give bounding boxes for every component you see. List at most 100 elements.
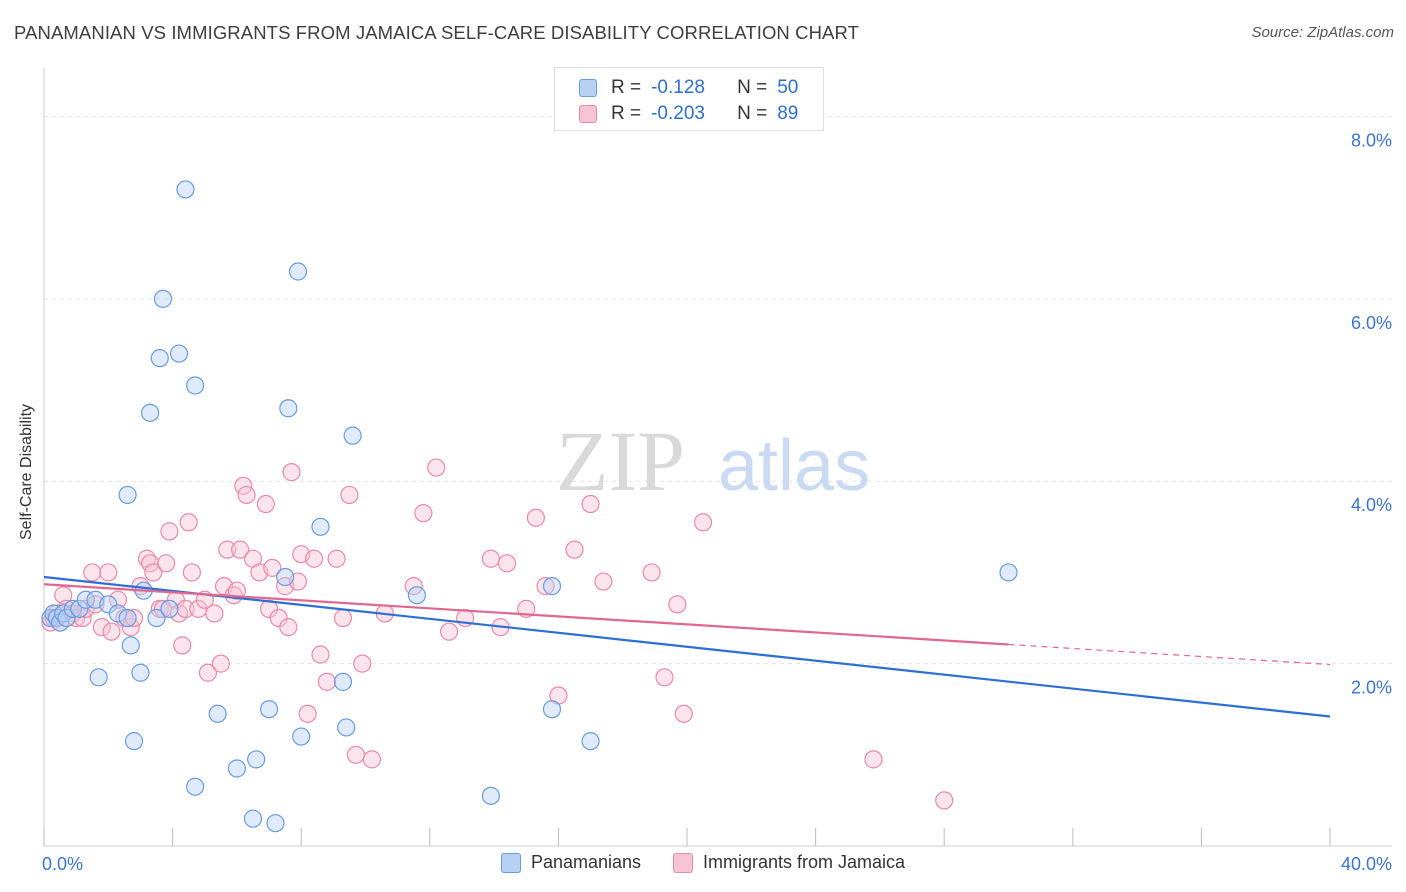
y-tick-label: 4.0% bbox=[1351, 495, 1392, 515]
jamaica-point bbox=[205, 604, 224, 623]
jamaica-points bbox=[41, 458, 954, 810]
trend-lines bbox=[43, 575, 1331, 718]
jamaica-point bbox=[693, 513, 713, 532]
panamanian-point bbox=[63, 599, 83, 619]
panamanian-point bbox=[76, 590, 95, 609]
panamanian-point bbox=[227, 759, 246, 778]
legend-row-jamaica: R = -0.203 N = 89 bbox=[579, 102, 798, 126]
panamanian-point bbox=[118, 608, 137, 628]
jamaica-point bbox=[327, 549, 346, 568]
jamaica-point bbox=[481, 549, 500, 568]
watermark: ZIP atlas bbox=[556, 413, 870, 509]
panamanian-points bbox=[41, 180, 1018, 833]
jamaica-point bbox=[427, 458, 446, 477]
r-label: R = bbox=[611, 103, 642, 124]
jamaica-point bbox=[346, 745, 365, 764]
panamanian-point bbox=[99, 595, 118, 614]
jamaica-point bbox=[642, 563, 661, 582]
panamanian-point bbox=[343, 426, 362, 445]
trend-line-panamanians bbox=[43, 575, 1331, 718]
jamaica-point bbox=[54, 586, 73, 605]
legend-label-jamaica: Immigrants from Jamaica bbox=[703, 852, 906, 872]
panamanian-point bbox=[542, 700, 562, 719]
jamaica-point bbox=[414, 504, 433, 523]
jamaica-point bbox=[269, 608, 288, 628]
panamanian-point bbox=[333, 672, 353, 691]
jamaica-point bbox=[182, 563, 201, 582]
correlation-legend: R = -0.128 N = 50 R = -0.203 N = 89 bbox=[554, 67, 824, 131]
n-value: 89 bbox=[777, 103, 799, 124]
legend-label-panamanians: Panamanians bbox=[530, 852, 642, 872]
source-label: Source: ZipAtlas.com bbox=[1251, 24, 1394, 41]
jamaica-point bbox=[263, 558, 282, 577]
panamanian-point bbox=[999, 563, 1018, 582]
jamaica-point bbox=[198, 663, 218, 682]
jamaica-point bbox=[362, 750, 382, 769]
jamaica-point bbox=[102, 622, 121, 641]
jamaica-point bbox=[83, 563, 102, 582]
panamanian-point bbox=[153, 289, 173, 308]
x-ticks bbox=[43, 828, 1331, 846]
jamaica-point bbox=[173, 636, 192, 655]
jamaica-point bbox=[237, 485, 256, 505]
panamanian-point bbox=[186, 777, 205, 796]
jamaica-point bbox=[565, 540, 584, 559]
jamaica-point bbox=[218, 540, 237, 559]
jamaica-point bbox=[99, 563, 118, 582]
y-tick-label: 6.0% bbox=[1351, 313, 1392, 333]
jamaica-point bbox=[526, 508, 545, 527]
watermark-zip: ZIP bbox=[556, 413, 685, 509]
r-value: -0.203 bbox=[651, 103, 705, 124]
jamaica-point bbox=[279, 618, 298, 637]
jamaica-point bbox=[317, 672, 337, 691]
jamaica-point bbox=[311, 645, 330, 664]
panamanian-point bbox=[247, 750, 266, 769]
panamanian-point bbox=[276, 567, 295, 587]
panamanian-point bbox=[176, 180, 195, 199]
legend-item-panamanians: Panamanians bbox=[500, 852, 642, 873]
panamanian-point bbox=[124, 732, 144, 751]
jamaica-point bbox=[144, 563, 163, 582]
jamaica-point bbox=[935, 791, 954, 810]
panamanian-point bbox=[288, 262, 308, 281]
panamanian-point bbox=[150, 349, 169, 368]
x-tick-label-max: 40.0% bbox=[1341, 854, 1392, 874]
panamanian-point bbox=[108, 604, 128, 623]
r-value: -0.128 bbox=[651, 77, 705, 98]
panamanian-point bbox=[542, 577, 562, 596]
jamaica-point bbox=[340, 485, 359, 505]
jamaica-point bbox=[353, 654, 372, 673]
n-value: 50 bbox=[777, 77, 799, 98]
panamanian-point bbox=[89, 668, 108, 687]
panamanian-point bbox=[337, 718, 356, 737]
jamaica-point bbox=[594, 572, 613, 591]
jamaica-point bbox=[497, 554, 517, 573]
y-axis-label: Self-Care Disability bbox=[18, 403, 35, 540]
panamanian-point bbox=[292, 727, 311, 746]
y-tick-labels: 2.0% 4.0% 6.0% 8.0% bbox=[1351, 130, 1392, 697]
jamaica-point bbox=[76, 599, 95, 619]
panamanian-point bbox=[266, 814, 285, 833]
panamanian-point bbox=[407, 586, 427, 605]
jamaica-point bbox=[157, 554, 176, 573]
jamaica-point bbox=[231, 540, 250, 559]
panamanian-point bbox=[243, 809, 263, 828]
jamaica-point bbox=[674, 704, 693, 723]
legend-row-panamanians: R = -0.128 N = 50 bbox=[579, 76, 798, 100]
panamanian-point bbox=[140, 403, 160, 422]
n-label: N = bbox=[737, 77, 768, 98]
jamaica-point bbox=[668, 595, 687, 614]
panamanian-point bbox=[147, 608, 166, 628]
jamaica-point bbox=[298, 704, 317, 723]
legend-swatch-pink bbox=[579, 105, 597, 123]
axes bbox=[43, 68, 1392, 847]
y-tick-label: 2.0% bbox=[1351, 678, 1392, 698]
panamanian-point bbox=[481, 786, 500, 805]
legend-swatch-pink bbox=[673, 852, 694, 873]
legend-swatch-blue bbox=[500, 852, 521, 873]
panamanian-point bbox=[169, 344, 189, 363]
jamaica-point bbox=[333, 608, 353, 628]
panamanian-point bbox=[131, 663, 150, 682]
panamanian-point bbox=[118, 485, 137, 505]
